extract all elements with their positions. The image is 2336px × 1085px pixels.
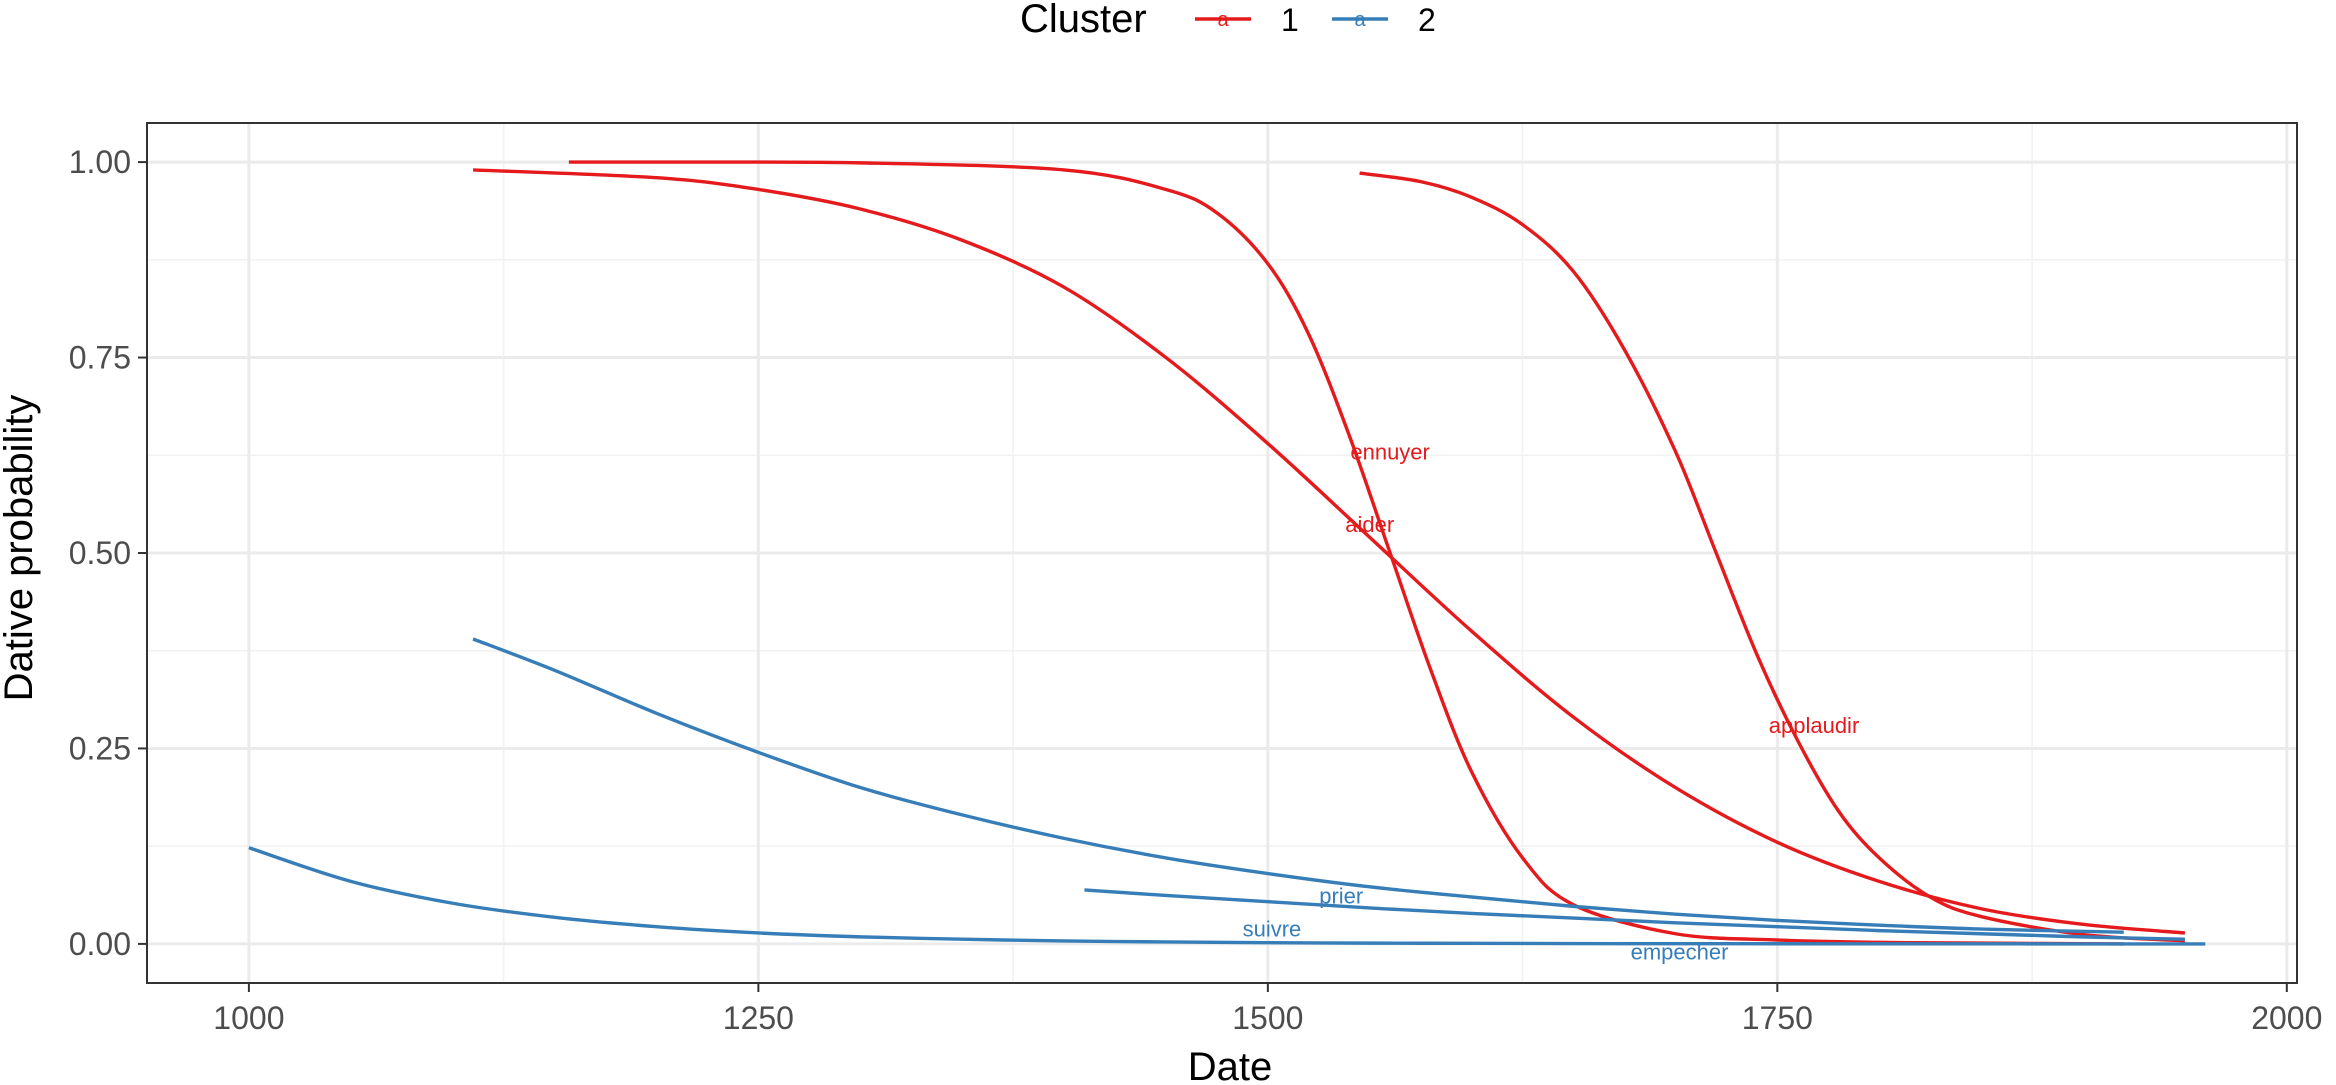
curve-aider [472, 168, 2186, 935]
curve-label-empecher: empecher [1631, 940, 1729, 965]
curve-ennuyer [568, 160, 2124, 946]
legend-label: 2 [1418, 2, 1436, 38]
plot-panel: ennuyer aider applaudir prier suivre empecher [146, 122, 2298, 984]
curve-empecher [1084, 888, 2185, 941]
x-tick-label: 1500 [1232, 1000, 1303, 1036]
y-axis-title: Dative probability [0, 395, 41, 702]
legend-label: 1 [1281, 2, 1299, 38]
y-tick-label: 0.25 [69, 730, 131, 766]
y-tick-label: 0.00 [69, 926, 131, 962]
x-axis: 1000 1250 1500 1750 2000 [213, 983, 2322, 1036]
x-tick-label: 1750 [1742, 1000, 1813, 1036]
y-axis: 0.00 0.25 0.50 0.75 1.00 [69, 144, 147, 962]
curve-label-applaudir: applaudir [1769, 713, 1860, 738]
x-axis-title: Date [1188, 1045, 1273, 1085]
legend-title: Cluster [1020, 0, 1147, 41]
x-tick-label: 1250 [723, 1000, 794, 1036]
x-tick-label: 1000 [213, 1000, 284, 1036]
curve-label-aider: aider [1345, 512, 1394, 537]
x-tick-label: 2000 [2251, 1000, 2322, 1036]
y-tick-label: 0.75 [69, 340, 131, 376]
legend-key-glyph: a [1354, 9, 1366, 31]
curve-applaudir [1359, 171, 2186, 943]
curve-label-ennuyer: ennuyer [1350, 439, 1430, 464]
legend-key-glyph: a [1217, 9, 1229, 31]
curve-prier [472, 637, 2124, 934]
curve-labels: ennuyer aider applaudir prier suivre empecher [1243, 439, 1860, 964]
y-tick-label: 0.50 [69, 535, 131, 571]
curve-suivre [248, 846, 2206, 946]
curve-label-suivre: suivre [1243, 916, 1302, 941]
curves [248, 160, 2206, 946]
curve-label-prier: prier [1319, 883, 1363, 908]
y-tick-label: 1.00 [69, 144, 131, 180]
